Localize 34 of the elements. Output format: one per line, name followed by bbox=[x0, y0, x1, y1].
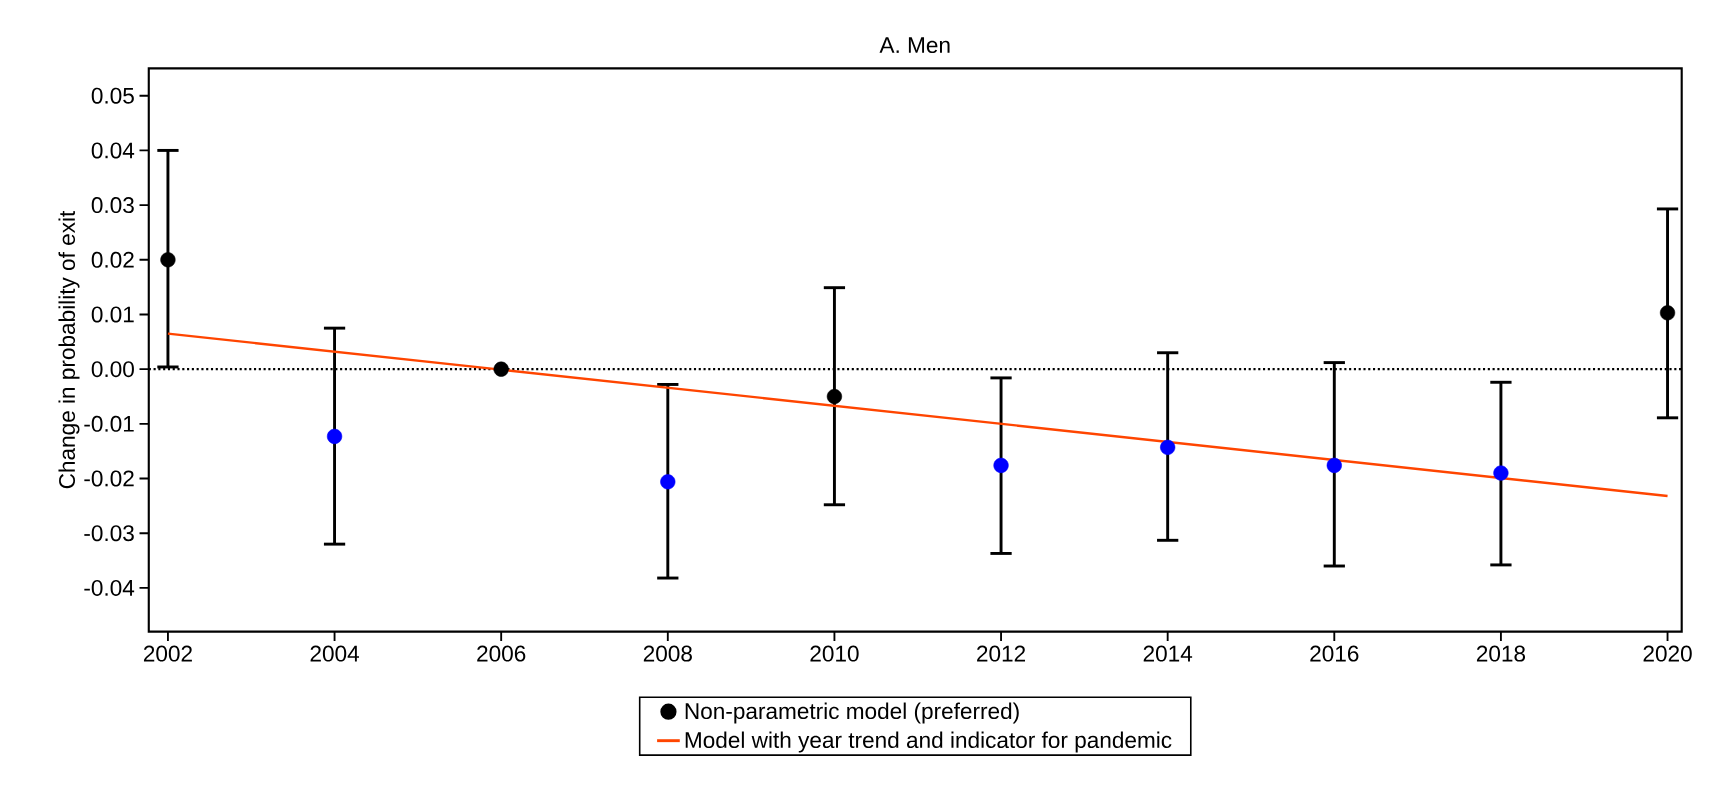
point bbox=[826, 388, 842, 405]
point bbox=[1160, 439, 1176, 455]
x-tick-label: 2014 bbox=[1143, 645, 1193, 662]
y-tick-label: 0.02 bbox=[91, 251, 134, 268]
y-tick-label: -0.04 bbox=[84, 579, 135, 596]
point bbox=[1493, 465, 1509, 481]
point bbox=[326, 428, 343, 444]
x-tick-label: 2016 bbox=[1310, 645, 1359, 662]
y-tick-label: -0.02 bbox=[84, 470, 134, 487]
y-tick-label: 0.00 bbox=[91, 361, 134, 378]
x-tick-label: 2006 bbox=[477, 645, 526, 662]
point bbox=[493, 361, 509, 377]
x-tick-label: 2018 bbox=[1476, 645, 1526, 662]
x-tick-label: 2010 bbox=[810, 645, 859, 662]
y-tick-label: -0.03 bbox=[84, 525, 134, 542]
legend-label: Non-parametric model (preferred) bbox=[685, 702, 1019, 724]
point bbox=[993, 457, 1009, 473]
chart-title: A. Men bbox=[879, 37, 950, 54]
point bbox=[660, 474, 676, 490]
y-tick-label: -0.01 bbox=[84, 415, 134, 432]
point bbox=[1659, 305, 1676, 321]
y-axis-title: Change in probability of exit bbox=[58, 210, 80, 489]
y-tick-label: 0.03 bbox=[91, 197, 134, 214]
x-tick-label: 2012 bbox=[977, 645, 1026, 662]
x-tick-label: 2004 bbox=[310, 645, 359, 662]
point bbox=[1326, 457, 1342, 473]
y-tick-label: 0.01 bbox=[91, 306, 134, 323]
x-tick-label: 2008 bbox=[643, 645, 692, 662]
x-tick-label: 2020 bbox=[1643, 645, 1692, 662]
y-tick-label: 0.04 bbox=[91, 142, 135, 159]
legend-label: Model with year trend and indicator for pandemic bbox=[685, 731, 1172, 753]
y-tick-label: 0.05 bbox=[91, 87, 134, 104]
point bbox=[160, 252, 176, 268]
x-tick-label: 2002 bbox=[143, 645, 192, 662]
